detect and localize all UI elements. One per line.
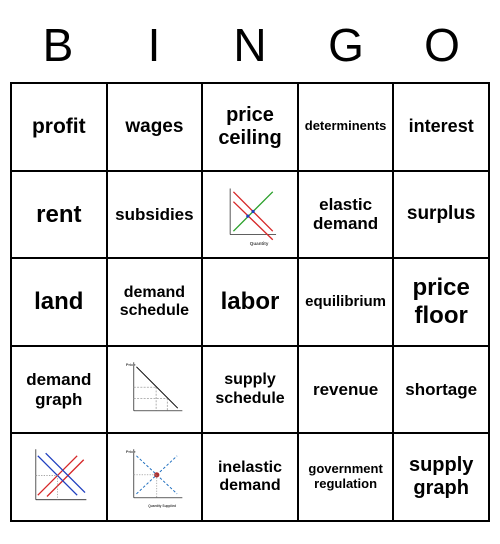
bingo-cell[interactable]: price floor <box>393 258 489 346</box>
header-letter: B <box>10 10 106 76</box>
bingo-cell[interactable]: shortage <box>393 346 489 434</box>
bingo-cell[interactable]: rent <box>11 171 107 259</box>
header-letter: G <box>298 10 394 76</box>
header-letter: N <box>202 10 298 76</box>
demand_curve-icon: Price <box>112 351 198 429</box>
bingo-cell[interactable]: wages <box>107 83 203 171</box>
bingo-cell[interactable]: profit <box>11 83 107 171</box>
bingo-grid: profitwagesprice ceilingdeterminentsinte… <box>10 82 490 522</box>
bingo-cell[interactable]: determinents <box>298 83 394 171</box>
bingo-cell[interactable]: land <box>11 258 107 346</box>
bingo-cell[interactable]: demand schedule <box>107 258 203 346</box>
bingo-cell[interactable]: price ceiling <box>202 83 298 171</box>
bingo-cell[interactable]: interest <box>393 83 489 171</box>
bingo-cell[interactable]: inelastic demand <box>202 433 298 521</box>
bingo-cell[interactable]: subsidies <box>107 171 203 259</box>
bingo-cell-chart[interactable]: Price <box>107 346 203 434</box>
bingo-cell[interactable]: supply graph <box>393 433 489 521</box>
header-letter: I <box>106 10 202 76</box>
bingo-cell[interactable]: revenue <box>298 346 394 434</box>
bingo-header: B I N G O <box>10 10 490 76</box>
svg-text:Price: Price <box>126 450 136 455</box>
bingo-cell-chart[interactable]: Price Quantity Supplied <box>107 433 203 521</box>
bingo-cell[interactable]: demand graph <box>11 346 107 434</box>
svg-text:Quantity Supplied: Quantity Supplied <box>148 504 176 508</box>
svg-text:Price: Price <box>126 362 136 367</box>
supply_curve-icon: Price Quantity Supplied <box>112 438 198 516</box>
bingo-cell-chart[interactable] <box>11 433 107 521</box>
header-letter: O <box>394 10 490 76</box>
bingo-cell[interactable]: equilibrium <box>298 258 394 346</box>
supply_demand_shift-icon: Quantity <box>207 176 293 254</box>
bingo-cell[interactable]: surplus <box>393 171 489 259</box>
bingo-cell[interactable]: labor <box>202 258 298 346</box>
bingo-card: B I N G O profitwagesprice ceilingdeterm… <box>10 10 490 522</box>
bingo-cell[interactable]: government regulation <box>298 433 394 521</box>
bingo-cell-chart[interactable]: Quantity <box>202 171 298 259</box>
equilibrium_shift-icon <box>16 438 102 516</box>
bingo-cell[interactable]: supply schedule <box>202 346 298 434</box>
svg-text:Quantity: Quantity <box>250 241 269 246</box>
bingo-cell[interactable]: elastic demand <box>298 171 394 259</box>
